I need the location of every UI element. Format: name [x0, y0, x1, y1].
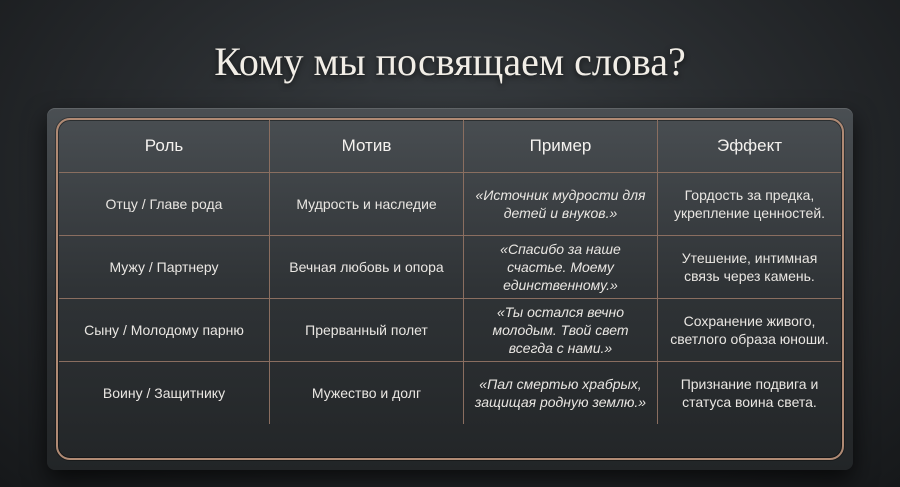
table-row: Воину / Защитнику Мужество и долг «Пал с…: [59, 361, 841, 424]
table-row: Отцу / Главе рода Мудрость и наследие «И…: [59, 172, 841, 236]
cell-effect: Утешение, интимная связь через камень.: [657, 235, 841, 299]
cell-effect: Признание подвига и статуса воина света.: [657, 361, 841, 424]
cell-motive: Прерванный полет: [269, 298, 464, 362]
table-row: Сыну / Молодому парню Прерванный полет «…: [59, 298, 841, 362]
decorative-frame: [56, 118, 844, 460]
dedication-table: Роль Мотив Пример Эффект Отцу / Главе ро…: [59, 120, 841, 424]
cell-effect: Сохранение живого, светлого образа юноши…: [657, 298, 841, 362]
cell-role: Мужу / Партнеру: [59, 235, 270, 299]
cell-example: «Спасибо за наше счастье. Моему единстве…: [463, 235, 658, 299]
table-panel: Роль Мотив Пример Эффект Отцу / Главе ро…: [47, 108, 853, 470]
header-motive: Мотив: [269, 120, 464, 173]
page-title: Кому мы посвящаем слова?: [214, 39, 686, 84]
cell-example: «Источник мудрости для детей и внуков.»: [463, 172, 658, 236]
cell-example: «Пал смертью храбрых, защищая родную зем…: [463, 361, 658, 424]
header-example: Пример: [463, 120, 658, 173]
cell-motive: Мужество и долг: [269, 361, 464, 424]
table-row: Мужу / Партнеру Вечная любовь и опора «С…: [59, 235, 841, 299]
header-role: Роль: [59, 120, 270, 173]
header-effect: Эффект: [657, 120, 841, 173]
cell-role: Сыну / Молодому парню: [59, 298, 270, 362]
cell-role: Воину / Защитнику: [59, 361, 270, 424]
cell-motive: Мудрость и наследие: [269, 172, 464, 236]
cell-example: «Ты остался вечно молодым. Твой свет все…: [463, 298, 658, 362]
cell-motive: Вечная любовь и опора: [269, 235, 464, 299]
table-header-row: Роль Мотив Пример Эффект: [59, 120, 841, 173]
cell-role: Отцу / Главе рода: [59, 172, 270, 236]
cell-effect: Гордость за предка, укрепление ценностей…: [657, 172, 841, 236]
